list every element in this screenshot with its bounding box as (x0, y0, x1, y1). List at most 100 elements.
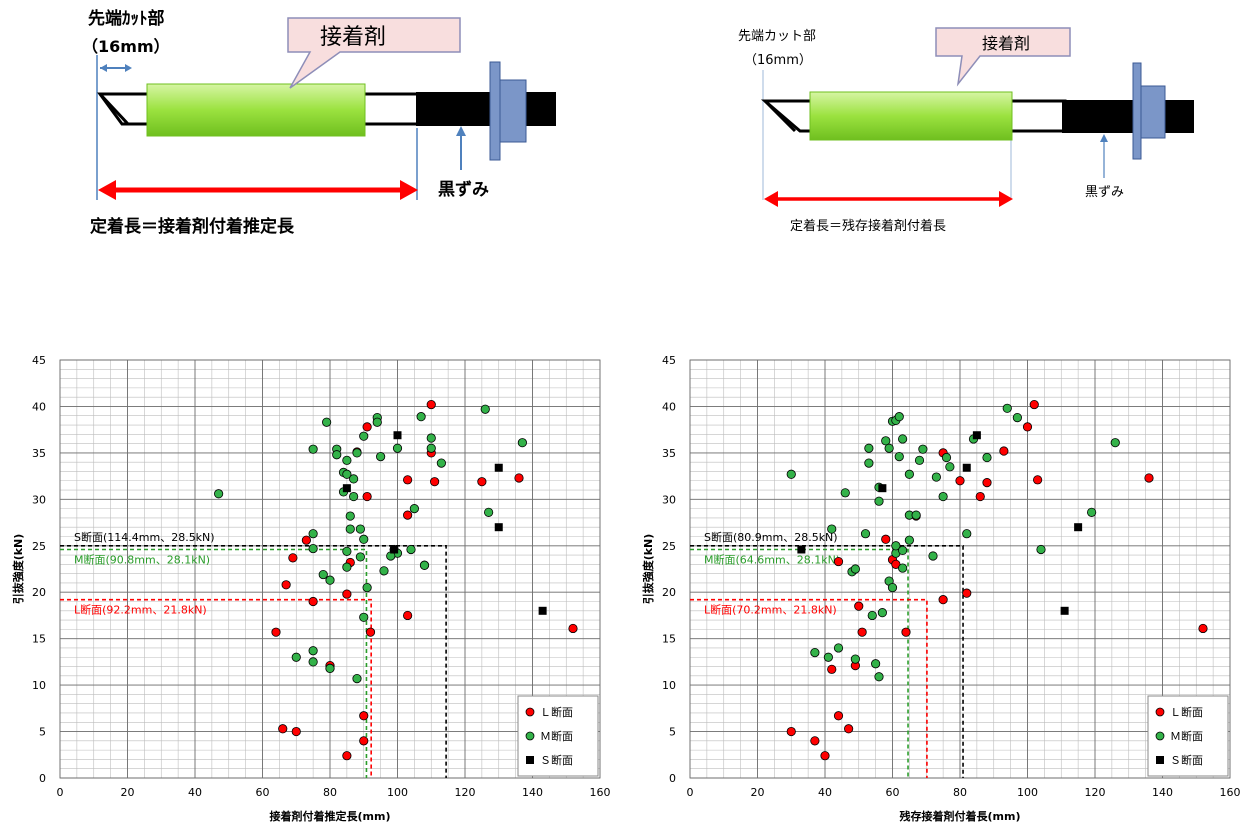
legend-label: Ｌ断面 (1170, 705, 1203, 719)
data-point-circle (345, 524, 355, 534)
data-point-circle (291, 652, 301, 662)
data-point-circle (359, 711, 369, 721)
data-point-circle (1002, 403, 1012, 413)
black-stain-label: 黒ずみ (438, 180, 489, 200)
data-point-circle (840, 488, 850, 498)
data-point-circle (871, 659, 881, 669)
legend-marker (1155, 707, 1165, 717)
data-point-circle (1087, 507, 1097, 517)
data-point-circle (887, 582, 898, 593)
data-point-circle (874, 496, 884, 506)
data-point-circle (874, 672, 884, 682)
x-tick-label: 100 (1017, 786, 1038, 799)
data-point-circle (477, 477, 487, 487)
reference-line (690, 544, 964, 778)
data-point-circle (359, 612, 369, 622)
data-point-circle (342, 455, 352, 465)
data-point-circle (281, 580, 291, 590)
y-tick-label: 15 (662, 633, 676, 646)
data-point-circle (833, 711, 844, 721)
data-point-circle (416, 412, 426, 422)
data-point-circle (322, 417, 332, 427)
data-point-circle (898, 434, 908, 444)
data-point-circle (430, 477, 440, 487)
data-point-square (1074, 523, 1083, 532)
data-point-circle (844, 724, 854, 734)
data-point-circle (480, 404, 490, 414)
data-point-circle (1033, 475, 1043, 485)
cut-length-text: （16mm） (744, 53, 812, 68)
data-point-circle (214, 489, 224, 499)
x-tick-label: 100 (387, 786, 408, 799)
data-point-circle (342, 751, 352, 761)
data-point-circle (820, 751, 830, 761)
y-tick-label: 10 (662, 679, 676, 692)
data-point-circle (938, 491, 948, 502)
data-point-circle (823, 652, 833, 662)
data-point-circle (982, 452, 992, 463)
data-point-circle (945, 462, 955, 472)
data-point-circle (1029, 399, 1039, 410)
cut-length-text: （16mm） (82, 37, 170, 56)
data-point-square (797, 545, 806, 554)
data-point-circle (857, 627, 867, 637)
reference-label: L断面(92.2mm、21.8kN) (74, 603, 207, 617)
data-point-circle (884, 443, 894, 453)
data-point-circle (379, 566, 389, 576)
data-point-circle (392, 443, 403, 453)
data-point-circle (372, 417, 382, 427)
data-point-square (342, 484, 351, 493)
data-point-circle (308, 596, 318, 607)
data-point-circle (810, 736, 820, 746)
data-point-circle (860, 529, 871, 539)
cut-part-label: 先端ｶｯﾄ部 (88, 8, 165, 29)
data-point-square (393, 431, 402, 440)
cut-length-label: 先端ｶｯﾄ部 （16mm） (82, 8, 170, 56)
data-point-circle (355, 552, 365, 562)
data-point-circle (833, 556, 844, 567)
washer (1140, 85, 1166, 139)
data-point-circle (403, 475, 413, 485)
data-point-circle (898, 563, 908, 573)
data-point-circle (864, 458, 874, 468)
legend-label: Ｍ断面 (1170, 729, 1203, 743)
data-point-circle (359, 534, 369, 544)
y-tick-label: 45 (662, 354, 676, 367)
x-tick-label: 40 (188, 786, 202, 799)
data-point-circle (365, 627, 376, 637)
legend-label: Ｓ断面 (1170, 753, 1203, 767)
y-tick-label: 40 (32, 400, 46, 413)
data-point-circle (864, 443, 874, 453)
reference-label: S断面(80.9mm、28.5kN) (704, 530, 838, 544)
data-point-circle (308, 646, 318, 656)
y-tick-label: 5 (669, 726, 676, 739)
y-tick-label: 5 (39, 726, 46, 739)
legend-marker (525, 731, 535, 741)
legend-label: Ｌ断面 (540, 705, 573, 719)
data-point-circle (349, 491, 359, 502)
black-stain-label: 黒ずみ (1085, 185, 1124, 200)
data-point-circle (308, 444, 318, 454)
x-tick-label: 60 (886, 786, 900, 799)
nut (1132, 62, 1142, 160)
data-point-circle (318, 569, 328, 580)
data-point-circle (514, 473, 524, 483)
data-point-circle (409, 504, 419, 514)
y-tick-label: 25 (32, 540, 46, 553)
y-axis-label: 引抜強度(kN) (641, 534, 655, 605)
data-point-circle (362, 582, 372, 593)
x-tick-label: 80 (953, 786, 967, 799)
x-tick-label: 160 (1220, 786, 1241, 799)
data-point-circle (271, 627, 281, 637)
y-tick-label: 45 (32, 354, 46, 367)
data-point-square (878, 484, 887, 493)
data-point-circle (325, 663, 335, 673)
anchor-diagram-residual: 先端カット部 （16mm） 接着剤 黒ずみ 定着長＝残存接着剤付着長 (738, 27, 1194, 234)
y-tick-label: 0 (39, 772, 46, 785)
data-point-circle (291, 726, 301, 737)
data-point-circle (894, 452, 904, 462)
data-point-circle (827, 664, 837, 674)
x-tick-label: 140 (522, 786, 543, 799)
data-point-circle (786, 726, 796, 737)
data-point-circle (332, 450, 342, 460)
